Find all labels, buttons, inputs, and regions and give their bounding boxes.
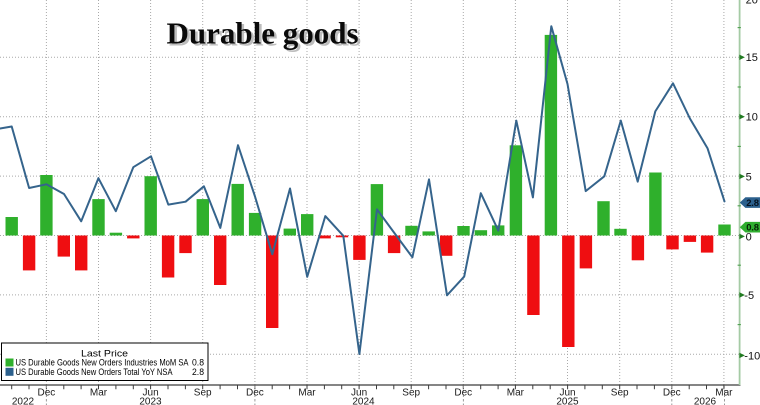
svg-text:15: 15 xyxy=(746,52,758,64)
svg-text:Durable goods: Durable goods xyxy=(167,16,359,51)
svg-text:-5: -5 xyxy=(744,290,754,302)
svg-text:Mar: Mar xyxy=(507,388,525,399)
svg-text:20: 20 xyxy=(746,0,758,6)
svg-text:10: 10 xyxy=(746,112,758,124)
svg-text:2023: 2023 xyxy=(139,397,162,405)
svg-text:Last Price: Last Price xyxy=(81,348,128,359)
svg-text:2026: 2026 xyxy=(694,397,717,405)
svg-text:Mar: Mar xyxy=(90,388,108,399)
svg-text:Dec: Dec xyxy=(246,388,264,399)
svg-text:0.8: 0.8 xyxy=(192,358,204,368)
svg-text:Sep: Sep xyxy=(194,388,212,399)
svg-text:-10: -10 xyxy=(744,350,760,362)
svg-text:Dec: Dec xyxy=(38,388,56,399)
svg-text:5: 5 xyxy=(746,171,752,183)
svg-text:2.8: 2.8 xyxy=(192,367,204,377)
svg-text:Mar: Mar xyxy=(715,388,733,399)
svg-text:Sep: Sep xyxy=(611,388,629,399)
svg-text:2025: 2025 xyxy=(556,397,579,405)
svg-text:Durable goods: Durable goods xyxy=(169,18,361,53)
svg-text:Jun: Jun xyxy=(143,388,159,399)
svg-text:Jun: Jun xyxy=(559,388,575,399)
svg-text:2024: 2024 xyxy=(352,397,375,405)
svg-text:Mar: Mar xyxy=(298,388,316,399)
svg-text:Dec: Dec xyxy=(663,388,681,399)
svg-text:2022: 2022 xyxy=(12,397,35,405)
svg-text:Sep: Sep xyxy=(402,388,420,399)
svg-text:0.8: 0.8 xyxy=(746,223,759,234)
svg-text:US Durable Goods New Orders To: US Durable Goods New Orders Total YoY NS… xyxy=(16,367,174,377)
svg-text:2.8: 2.8 xyxy=(746,198,759,209)
svg-text:Jun: Jun xyxy=(351,388,367,399)
svg-text:US Durable Goods New Orders In: US Durable Goods New Orders Industries M… xyxy=(16,358,190,368)
svg-text:Dec: Dec xyxy=(454,388,472,399)
svg-text:0: 0 xyxy=(746,231,752,243)
